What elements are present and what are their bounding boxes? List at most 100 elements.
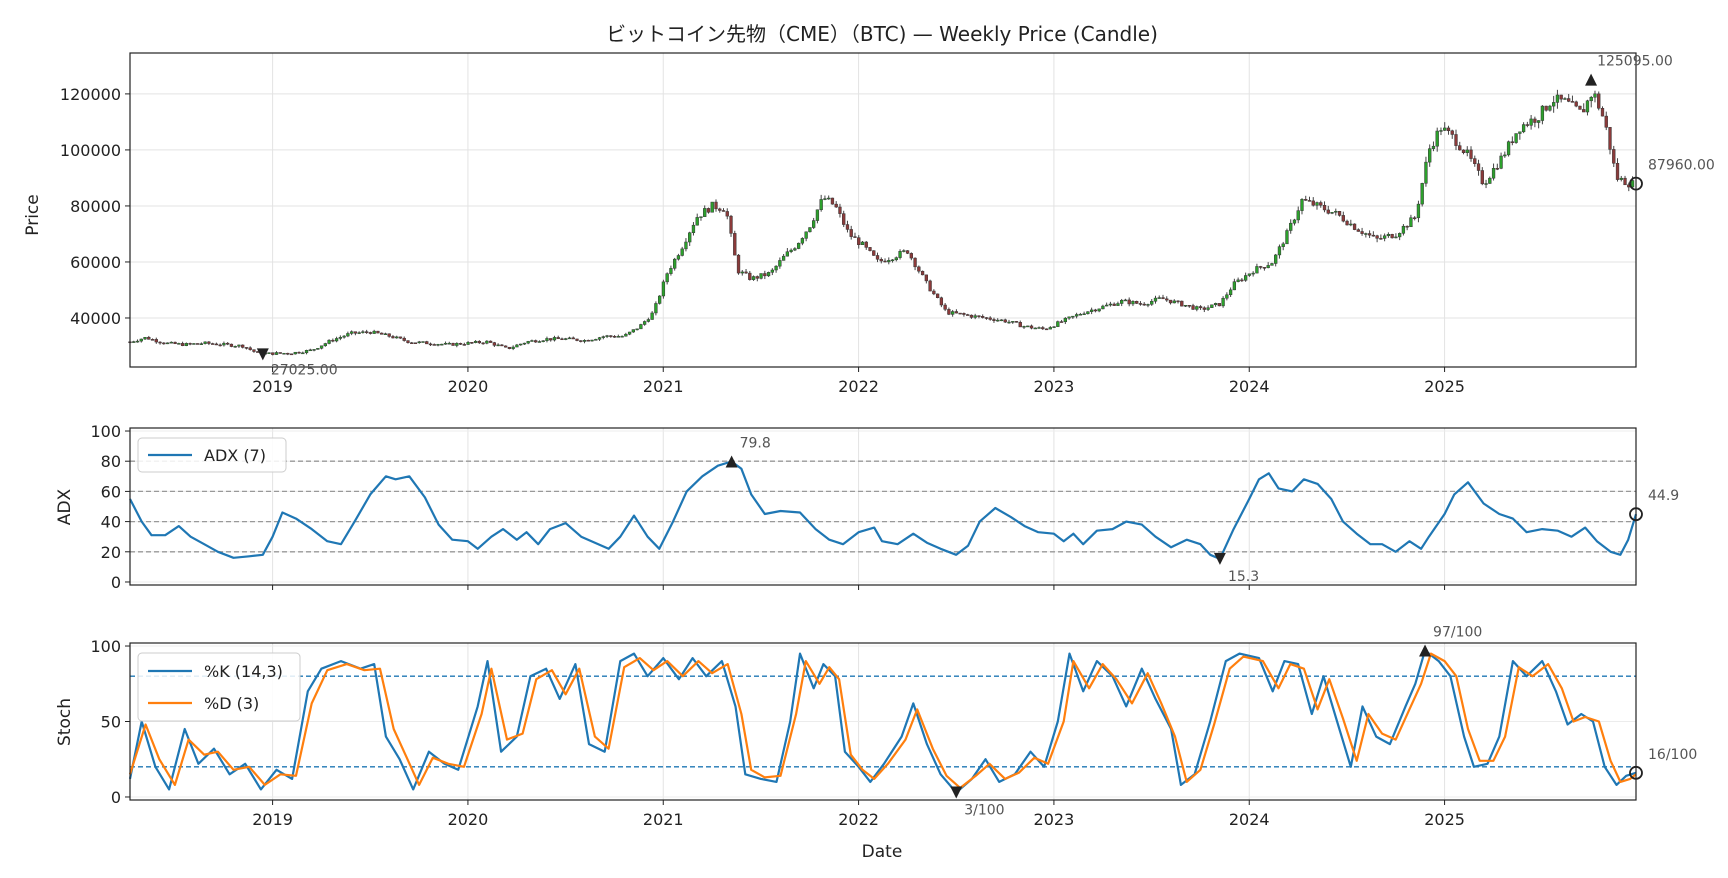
candle-body	[913, 257, 917, 268]
candle-body	[1011, 321, 1015, 323]
candle-body	[669, 268, 673, 274]
candle-body	[1375, 235, 1379, 239]
candle-body	[500, 344, 504, 347]
candle-body	[601, 336, 605, 338]
stoch-annotation-label: 97/100	[1433, 625, 1482, 641]
candle-body	[410, 342, 414, 344]
candle-body	[184, 343, 188, 346]
candle-body	[992, 319, 996, 321]
stoch-y-tick-label: 50	[101, 713, 121, 732]
candle-body	[1191, 305, 1195, 310]
candle-body	[376, 330, 380, 334]
candle-body	[1386, 234, 1391, 237]
candle-body	[875, 255, 880, 260]
stoch-min-marker	[950, 786, 963, 799]
candle-body	[969, 314, 974, 318]
candle-body	[473, 340, 478, 343]
candle-body	[492, 342, 497, 346]
candle-body	[932, 290, 936, 295]
candle-body	[646, 319, 651, 322]
candle-body	[864, 241, 868, 248]
candle-body	[162, 342, 166, 345]
candle-body	[1067, 316, 1071, 319]
candle-body	[1120, 300, 1124, 304]
candle-body	[1007, 321, 1011, 324]
candle-body	[1390, 234, 1394, 239]
candle-body	[1165, 298, 1169, 301]
stoch-x-tick-label: 2023	[1034, 810, 1075, 829]
candle-body	[353, 331, 358, 334]
candle-body	[1063, 317, 1067, 323]
candle-body	[481, 342, 485, 345]
price-annotation-label: 87960.00	[1648, 158, 1715, 174]
candle-body	[804, 231, 808, 239]
candle-body	[293, 351, 297, 355]
candle-body	[1157, 297, 1161, 299]
candle-body	[616, 336, 620, 338]
candle-body	[996, 319, 1000, 322]
candle-body	[1131, 301, 1135, 305]
candle-body	[1052, 326, 1056, 328]
candle-body	[1518, 131, 1522, 134]
candle-body	[195, 343, 200, 345]
candle-body	[1232, 281, 1237, 291]
candle-body	[173, 341, 177, 345]
candle-body	[774, 265, 778, 271]
candle-body	[387, 333, 391, 337]
candle-body	[1304, 199, 1308, 201]
candle-body	[1446, 127, 1451, 132]
candle-body	[642, 321, 647, 325]
candle-body	[815, 209, 820, 221]
price-y-tick-label: 80000	[70, 197, 121, 216]
candle-body	[958, 312, 962, 315]
candle-body	[1461, 149, 1466, 153]
candle-body	[1593, 93, 1597, 98]
candle-body	[977, 315, 981, 317]
candle-body	[1180, 300, 1184, 307]
stoch-y-axis-label: Stoch	[55, 698, 75, 746]
candle-body	[680, 248, 684, 256]
candle-body	[1033, 327, 1037, 330]
candle-body	[1371, 234, 1376, 237]
price-annotation-label: 125095.00	[1597, 54, 1673, 70]
adx-annotation-label: 15.3	[1228, 569, 1259, 585]
candle-body	[947, 309, 951, 315]
candle-body	[556, 337, 560, 340]
candle-body	[286, 352, 290, 355]
candle-body	[905, 250, 910, 254]
candle-body	[883, 260, 887, 263]
candle-body	[1116, 303, 1120, 306]
candle-body	[770, 269, 774, 273]
candle-body	[143, 336, 147, 340]
candle-body	[1443, 127, 1447, 131]
stoch-y-ticks: 0 50 100	[90, 637, 130, 807]
candle-body	[924, 274, 928, 282]
candle-body	[169, 341, 173, 344]
candle-body	[620, 335, 624, 338]
candle-body	[567, 337, 572, 340]
candle-body	[1608, 127, 1612, 150]
candle-body	[312, 349, 316, 351]
candle-body	[1559, 94, 1563, 100]
price-panel: 40000 60000 80000 100000 120000 2019 2020 2021…	[23, 52, 1715, 396]
candle-body	[1228, 289, 1233, 296]
candle-body	[857, 237, 861, 245]
candle-body	[530, 340, 534, 342]
candle-body	[1428, 148, 1432, 163]
adx-grid	[130, 428, 1636, 585]
candle-body	[1619, 177, 1623, 180]
adx-legend-box	[137, 437, 287, 473]
candle-body	[845, 224, 850, 230]
candle-body	[624, 333, 628, 337]
candle-body	[241, 344, 245, 348]
candle-body	[1356, 229, 1360, 232]
candle-body	[485, 340, 489, 344]
candle-body	[1623, 177, 1627, 186]
candle-body	[323, 343, 327, 347]
candle-body	[1300, 199, 1304, 211]
candle-body	[1206, 307, 1210, 310]
candle-body	[872, 250, 876, 256]
candle-body	[894, 257, 898, 261]
candle-body	[488, 340, 493, 343]
